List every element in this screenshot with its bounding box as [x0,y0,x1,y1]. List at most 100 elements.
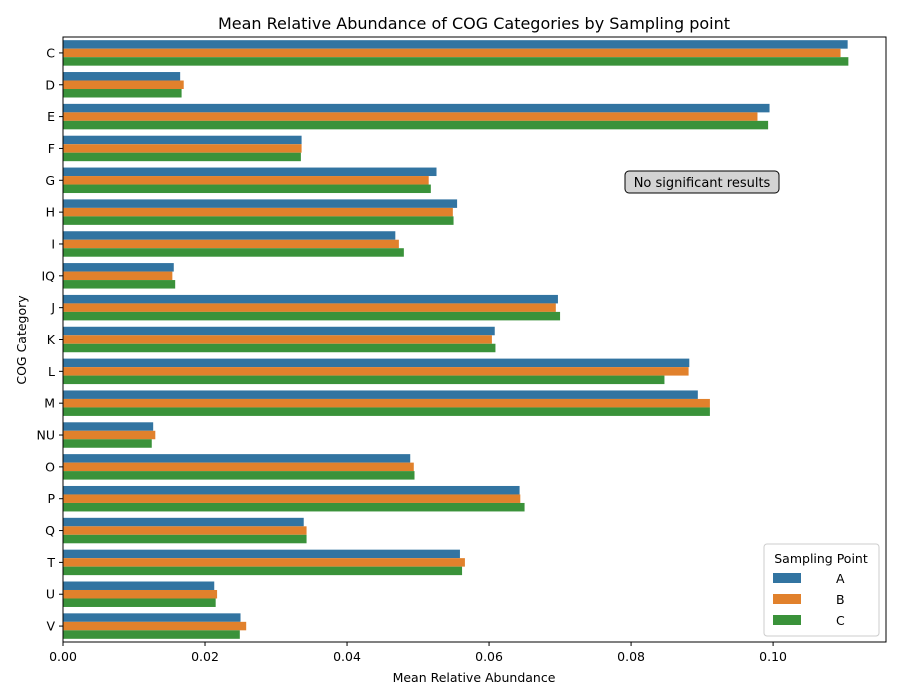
bar-IQ-C [63,280,176,289]
y-tick-label: I [51,236,55,251]
bar-O-B [63,462,414,472]
bar-Q-A [63,517,304,527]
bar-D-C [63,89,182,98]
bar-C-A [63,40,848,49]
y-tick-label: T [46,555,55,570]
y-tick-label: IQ [41,268,55,283]
bar-F-A [63,135,302,145]
y-tick-label: K [47,332,56,347]
chart-title: Mean Relative Abundance of COG Categorie… [218,14,730,33]
bar-V-B [63,621,247,631]
bar-IQ-B [63,271,173,281]
x-tick-label: 0.02 [191,649,219,664]
bar-K-B [63,335,492,344]
y-tick-label: D [45,77,55,92]
y-tick-label: E [47,109,55,124]
y-tick-label: P [47,491,55,506]
bar-U-B [63,589,218,599]
bar-P-A [63,485,520,495]
bar-H-C [63,216,454,225]
bar-M-C [63,407,710,416]
x-tick-label: 0.10 [759,649,787,664]
y-axis-label: COG Category [14,295,29,385]
x-tick-label: 0.08 [617,649,645,664]
bar-L-A [63,358,690,368]
bar-P-B [63,494,521,503]
bar-Q-B [63,526,307,535]
bar-G-B [63,176,429,185]
y-tick-label: Q [45,523,55,538]
bar-D-B [63,80,184,90]
bar-M-A [63,390,698,399]
bar-F-C [63,152,301,162]
bar-D-A [63,72,181,81]
bar-J-B [63,303,556,312]
legend-label-C: C [836,613,845,628]
bar-T-A [63,549,460,559]
bar-C-C [63,57,849,66]
bar-M-B [63,398,710,408]
bar-E-A [63,103,770,113]
annotation-background [624,170,780,194]
annotation-text: No significant results [634,176,771,191]
bar-G-C [63,184,431,194]
y-tick-label: U [46,587,55,602]
bar-NU-B [63,430,156,440]
bar-G-A [63,167,437,177]
bar-L-C [63,375,665,385]
bar-F-B [63,144,302,153]
bar-O-C [63,471,415,480]
legend-title: Sampling Point [774,551,868,566]
y-tick-label: G [45,173,55,188]
bar-P-C [63,502,525,512]
y-tick-label: F [48,141,55,156]
bar-H-B [63,207,453,217]
bar-I-A [63,231,396,240]
x-tick-label: 0.04 [333,649,361,664]
legend-label-B: B [836,592,845,607]
x-axis-label: Mean Relative Abundance [393,670,556,685]
bar-V-C [63,630,240,639]
legend-label-A: A [836,571,845,586]
bar-O-A [63,454,411,463]
bar-NU-C [63,439,152,448]
axes-group: C D E F G H I IQ J K L M NU O P Q T U V 0.00 0.02 0.04 0.06 0.0… [37,36,887,664]
bar-L-B [63,367,689,376]
y-tick-label: O [45,459,55,474]
y-tick-label: NU [37,428,56,443]
bar-V-A [63,613,241,622]
legend-swatch-C [773,615,801,625]
y-tick-label: C [46,45,55,60]
bar-IQ-A [63,263,174,272]
bar-E-B [63,112,758,121]
y-tick-label: H [46,205,55,220]
bar-T-C [63,566,463,576]
legend: Sampling Point ABC [763,543,880,637]
y-tick-label: M [44,396,55,411]
y-tick-label: J [50,300,55,315]
bars-group [63,40,849,639]
y-tick-label: V [46,619,55,634]
bar-Q-C [63,534,307,544]
legend-swatch-A [773,573,801,583]
x-tick-label: 0.06 [475,649,503,664]
bar-I-B [63,239,399,249]
y-tick-label: L [48,364,55,379]
bar-K-A [63,326,495,336]
bar-T-B [63,558,465,567]
bar-J-A [63,294,558,304]
legend-swatch-B [773,594,801,604]
bar-C-B [63,48,841,58]
bar-K-C [63,343,496,353]
bar-NU-A [63,422,154,431]
bar-E-C [63,120,769,130]
bar-J-C [63,311,561,321]
bar-I-C [63,248,404,257]
x-tick-label: 0.00 [49,649,77,664]
bar-U-C [63,598,216,607]
legend-frame [763,543,880,637]
bar-H-A [63,199,458,208]
annotation-box: No significant results [624,170,780,194]
bar-U-A [63,581,215,590]
